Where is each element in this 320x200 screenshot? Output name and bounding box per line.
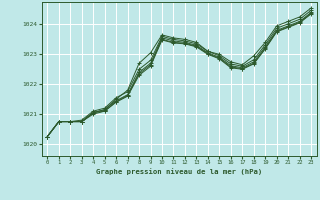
X-axis label: Graphe pression niveau de la mer (hPa): Graphe pression niveau de la mer (hPa) (96, 168, 262, 175)
